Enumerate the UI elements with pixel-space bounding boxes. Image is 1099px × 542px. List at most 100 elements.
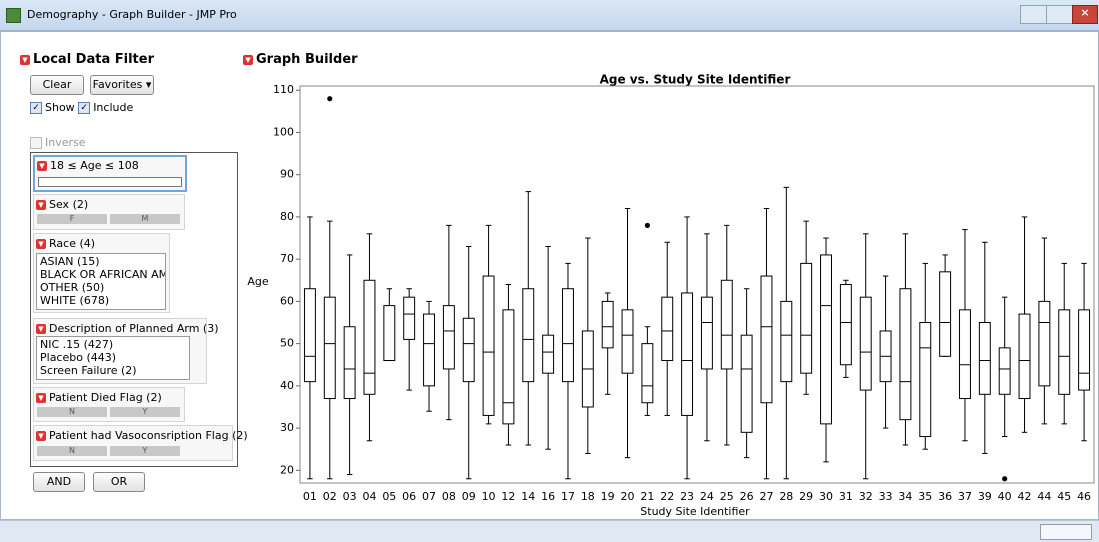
box <box>700 296 713 370</box>
list-item[interactable]: BLACK OR AFRICAN AMEI <box>40 268 166 281</box>
box <box>462 317 475 383</box>
x-tick-label: 35 <box>918 490 932 503</box>
age-slider[interactable] <box>38 177 182 187</box>
arm-title: Description of Planned Arm (3) <box>49 322 219 335</box>
red-triangle[interactable]: ▼ <box>36 324 46 334</box>
and-button[interactable]: AND <box>33 472 85 492</box>
x-tick-label: 16 <box>541 490 555 503</box>
filter-header[interactable]: ▼ Local Data Filter <box>20 52 154 67</box>
died-filter: ▼ Patient Died Flag (2) N Y <box>33 387 185 422</box>
red-triangle[interactable]: ▼ <box>36 431 46 441</box>
box <box>681 292 694 416</box>
x-tick-label: 10 <box>482 490 496 503</box>
x-tick-label: 22 <box>660 490 674 503</box>
box <box>760 275 773 404</box>
x-tick-label: 03 <box>343 490 357 503</box>
inverse: Inverse <box>30 136 86 149</box>
vaso-filter: ▼ Patient had Vasoconsription Flag (2) N … <box>33 425 248 461</box>
filter-title: Local Data Filter <box>33 52 154 67</box>
graph-builder-title: Graph Builder <box>256 52 358 67</box>
x-tick-label: 26 <box>740 490 754 503</box>
level-bar[interactable]: F <box>37 214 107 224</box>
box <box>303 288 316 383</box>
box <box>919 322 932 438</box>
red-triangle[interactable]: ▼ <box>36 239 46 249</box>
x-tick-label: 30 <box>819 490 833 503</box>
x-tick-label: 45 <box>1057 490 1071 503</box>
box <box>502 309 515 425</box>
level-bar[interactable]: Y <box>110 407 180 417</box>
chart: Age vs. Study Site Identifier Age Study … <box>247 73 1095 518</box>
x-tick-label: 42 <box>1018 490 1032 503</box>
close-button[interactable]: × <box>1072 5 1098 24</box>
level-bar[interactable]: N <box>37 446 107 456</box>
x-tick-label: 18 <box>581 490 595 503</box>
level-bar[interactable]: M <box>110 214 180 224</box>
box <box>1058 309 1071 395</box>
list-item[interactable]: Placebo (443) <box>40 351 117 364</box>
x-tick-label: 01 <box>303 490 317 503</box>
y-tick-label: 50 <box>280 337 294 350</box>
y-tick-label: 60 <box>280 294 294 307</box>
list-item[interactable]: NIC .15 (427) <box>40 338 114 351</box>
inverse-label: Inverse <box>45 136 86 149</box>
outlier <box>644 222 650 228</box>
include-checkbox[interactable]: ✓ <box>78 102 91 114</box>
x-tick-label: 04 <box>362 490 376 503</box>
red-triangle[interactable]: ▼ <box>37 161 47 171</box>
box <box>1078 309 1091 391</box>
list-item[interactable]: Screen Failure (2) <box>40 364 137 377</box>
age-filter[interactable]: ▼ 18 ≤ Age ≤ 108 <box>33 155 187 192</box>
level-bar[interactable]: Y <box>110 446 180 456</box>
x-tick-label: 44 <box>1037 490 1051 503</box>
show-checkbox[interactable]: ✓ <box>30 102 42 114</box>
x-tick-label: 17 <box>561 490 575 503</box>
minimize-button[interactable] <box>1020 5 1047 24</box>
show-label: Show <box>45 101 75 114</box>
box <box>363 279 376 395</box>
box <box>839 284 852 366</box>
box <box>522 288 535 383</box>
box <box>820 254 832 425</box>
inverse-checkbox[interactable] <box>30 137 42 149</box>
race-filter: ▼ Race (4) ASIAN (15) BLACK OR AFRICAN AM… <box>33 233 170 313</box>
red-triangle[interactable]: ▼ <box>36 200 46 210</box>
x-tick-label: 33 <box>879 490 893 503</box>
y-tick-label: 70 <box>280 252 294 265</box>
x-tick-label: 36 <box>938 490 952 503</box>
red-triangle[interactable]: ▼ <box>36 393 46 403</box>
or-button[interactable]: OR <box>93 472 145 492</box>
x-tick-label: 28 <box>779 490 793 503</box>
x-tick-label: 46 <box>1077 490 1091 503</box>
graph-header[interactable]: ▼ Graph Builder <box>243 52 358 67</box>
list-item[interactable]: OTHER (50) <box>40 281 105 294</box>
maximize-button[interactable] <box>1046 5 1073 24</box>
list-item[interactable]: WHITE (678) <box>40 294 110 307</box>
x-tick-label: 37 <box>958 490 972 503</box>
x-axis-label: Study Site Identifier <box>640 505 750 518</box>
status-controls[interactable] <box>1040 524 1092 540</box>
favorites-button[interactable]: Favorites ▾ <box>90 75 154 95</box>
status-bar <box>0 520 1099 542</box>
box <box>939 271 952 357</box>
x-tick-label: 08 <box>442 490 456 503</box>
y-tick-label: 80 <box>280 210 294 223</box>
y-tick-label: 110 <box>273 83 294 96</box>
box <box>720 279 733 370</box>
red-triangle[interactable]: ▼ <box>20 54 30 65</box>
box <box>780 300 793 383</box>
x-tick-label: 14 <box>521 490 535 503</box>
box <box>859 296 872 391</box>
list-item[interactable]: ASIAN (15) <box>40 255 100 268</box>
red-triangle[interactable]: ▼ <box>243 54 253 65</box>
box <box>383 305 396 362</box>
clear-button[interactable]: Clear <box>30 75 84 95</box>
x-tick-label: 29 <box>799 490 813 503</box>
box <box>423 313 435 387</box>
level-bar[interactable]: N <box>37 407 107 417</box>
box <box>542 334 555 374</box>
x-tick-label: 05 <box>382 490 396 503</box>
x-tick-label: 31 <box>839 490 853 503</box>
box <box>641 343 654 404</box>
